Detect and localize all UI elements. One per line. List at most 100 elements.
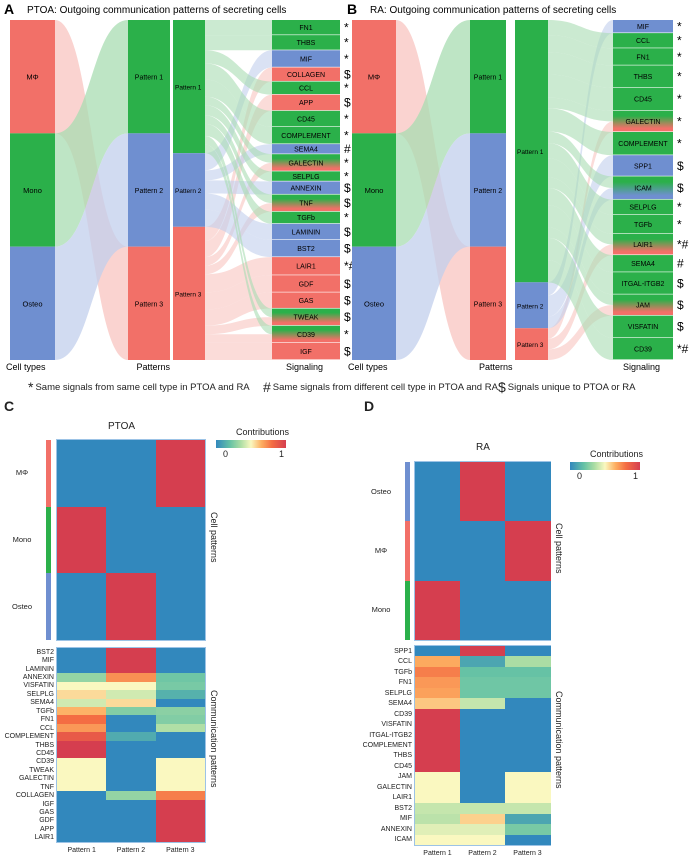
comm-row-label: FN1 [40, 716, 54, 724]
flow-pattern-to-signal [205, 20, 272, 36]
comm-row-label: BST2 [394, 804, 412, 812]
signal-mark: * [677, 92, 682, 106]
column-label: Pattern 1 [67, 847, 96, 854]
signal-label: TGFb [297, 215, 315, 222]
signal-mark: # [677, 257, 684, 271]
comm-row-label: VISFATIN [381, 721, 412, 729]
signal-mark: $ [344, 67, 351, 81]
signal-label: BST2 [297, 246, 315, 253]
communication-patterns-axis-label: Communication patterns [554, 690, 564, 789]
signal-node [613, 65, 673, 87]
signal-node [613, 315, 673, 338]
heatmap-cell [155, 825, 206, 835]
heatmap-cell [106, 740, 157, 750]
signal-node [272, 171, 340, 181]
flow-pattern-to-signal [548, 108, 613, 156]
flow-pattern-to-signal [548, 35, 613, 66]
heatmap-cell [106, 690, 157, 700]
panel-letter-c: C [4, 398, 15, 414]
heatmap-cell [155, 681, 206, 691]
heatmap-cell [57, 573, 107, 641]
heatmap-cell [505, 580, 551, 641]
signal-label: ANNEXIN [290, 185, 321, 192]
heatmap-cell [57, 791, 107, 801]
cell-type-color-strip [46, 573, 51, 640]
comm-row-label: APP [39, 825, 54, 833]
heatmap-cell [57, 506, 107, 574]
heatmap-cell [106, 648, 157, 657]
signal-label: SEMA4 [631, 261, 655, 268]
flow-pattern-to-signal [205, 209, 272, 258]
pattern-label: Pattern 1 [474, 75, 503, 82]
signal-mark: $ [677, 159, 684, 173]
comm-row-label: LAIR1 [392, 794, 412, 802]
signal-label: FN1 [299, 25, 312, 32]
signal-mark: $ [344, 225, 351, 239]
axis-label-cell-types: Cell types [348, 362, 388, 372]
flow-pattern-to-signal [548, 74, 613, 111]
signal-node [613, 33, 673, 48]
heatmap-cell [460, 646, 506, 657]
signal-label: COMPLEMENT [618, 141, 668, 148]
signal-mark: $ [344, 96, 351, 110]
heatmap-cell [505, 656, 551, 668]
heatmap-d-title: RA [476, 442, 490, 453]
axis-label-signaling: Signaling [623, 362, 660, 372]
pattern-label: Pattern 2 [474, 188, 503, 195]
heatmap-cell [460, 740, 506, 752]
signal-label: CD39 [297, 332, 315, 339]
axis-label-cell-types: Cell types [6, 362, 46, 372]
comm-row-label: TWEAK [29, 766, 54, 774]
flow-pattern-to-signal [205, 105, 272, 182]
cell-type-label: Osteo [22, 299, 42, 308]
signal-node [272, 181, 340, 194]
cell-type-node [10, 246, 55, 360]
colorbar-min-label: 0 [223, 449, 229, 459]
signal-label: LAIR1 [633, 242, 653, 249]
comm-row-label: ITGAL-ITGB2 [369, 731, 412, 739]
heatmap-cell [155, 766, 206, 775]
signal-node [272, 94, 340, 111]
heatmap-cell [415, 740, 461, 752]
heatmap-cell [106, 825, 157, 835]
comm-row-label: LAIR1 [34, 834, 54, 842]
heatmap-cell [106, 681, 157, 691]
heatmap-cell [155, 732, 206, 742]
heatmap-cell [106, 782, 157, 792]
flow-pattern-to-signal [205, 292, 272, 326]
heatmap-cell [415, 698, 461, 710]
heatmap-cell [57, 825, 107, 835]
heatmap-cell [106, 673, 157, 683]
panel-letter-d: D [364, 398, 375, 414]
heatmap-cell [57, 698, 107, 708]
flow-pattern-to-signal [205, 334, 272, 343]
signal-node [272, 275, 340, 292]
signal-label: GALECTIN [288, 160, 323, 167]
heatmap-cell [415, 803, 461, 815]
signal-label: TGFb [634, 222, 652, 229]
signal-mark: # [344, 142, 351, 156]
signal-node [613, 233, 673, 255]
heatmap-cell [415, 656, 461, 668]
signal-mark: $ [344, 242, 351, 256]
signal-label: CCL [636, 38, 650, 45]
cell-type-node [10, 20, 55, 134]
comm-row-label: VISFATIN [23, 682, 54, 690]
cell-type-node [352, 133, 396, 247]
signal-node [272, 292, 340, 308]
signal-node [613, 131, 673, 155]
legend-item: * Same signals from same cell type in PTO… [28, 379, 250, 395]
signal-node [272, 110, 340, 127]
colorbar-title: Contributions [236, 427, 290, 437]
pattern-label: Pattern 2 [135, 188, 164, 195]
flow-pattern-to-signal [205, 67, 272, 241]
cell-type-label: Osteo [364, 299, 384, 308]
legend-symbol: * [28, 379, 34, 395]
heatmap-cell [106, 573, 157, 641]
comm-row-label: MIF [41, 657, 54, 665]
heatmap-cell [57, 707, 107, 716]
heatmap-cell [155, 656, 206, 666]
heatmap-cell [155, 808, 206, 818]
signal-mark: * [677, 114, 682, 128]
flow-pattern-to-signal [548, 205, 613, 295]
